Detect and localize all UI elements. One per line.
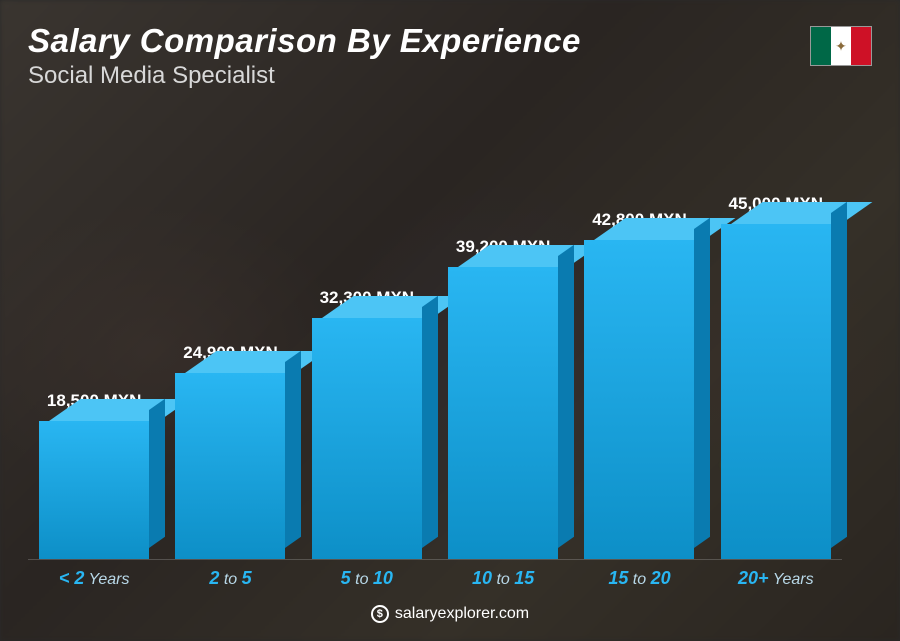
chart-container: Salary Comparison By Experience Social M… [0, 0, 900, 641]
bar [721, 224, 831, 559]
flag-stripe-1 [811, 27, 831, 65]
bar-column: 24,900 MXN [172, 343, 288, 559]
bar-column: 18,500 MXN [36, 391, 152, 559]
flag-stripe-2: ✦ [831, 27, 851, 65]
chart-area: Average Monthly Salary +34%+30%+21%+9%+5… [28, 100, 872, 599]
footer-text: salaryexplorer.com [395, 605, 529, 623]
bars-group: 18,500 MXN24,900 MXN32,300 MXN39,200 MXN… [28, 100, 842, 559]
x-axis-label: < 2 Years [36, 560, 152, 599]
title-block: Salary Comparison By Experience Social M… [28, 22, 810, 90]
chart-subtitle: Social Media Specialist [28, 62, 810, 90]
bar-column: 45,000 MXN [718, 194, 834, 559]
x-axis: < 2 Years 2 to 5 5 to 10 10 to 15 15 to 20 20… [28, 559, 842, 599]
logo-icon: $ [371, 605, 389, 623]
flag-stripe-3 [851, 27, 871, 65]
x-axis-label: 2 to 5 [172, 560, 288, 599]
country-flag-icon: ✦ [810, 26, 872, 66]
bar-column: 32,300 MXN [309, 288, 425, 559]
x-axis-label: 20+ Years [718, 560, 834, 599]
bar-column: 42,800 MXN [581, 210, 697, 559]
bar [175, 373, 285, 559]
bar [448, 267, 558, 559]
x-axis-label: 10 to 15 [445, 560, 561, 599]
header: Salary Comparison By Experience Social M… [28, 22, 872, 90]
x-axis-label: 5 to 10 [309, 560, 425, 599]
bar-column: 39,200 MXN [445, 237, 561, 559]
bar [584, 240, 694, 559]
x-axis-label: 15 to 20 [581, 560, 697, 599]
chart-title: Salary Comparison By Experience [28, 22, 810, 60]
footer: $ salaryexplorer.com [28, 599, 872, 623]
bar [312, 318, 422, 559]
bar [39, 421, 149, 559]
